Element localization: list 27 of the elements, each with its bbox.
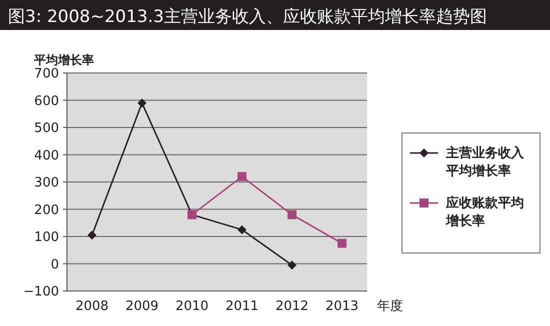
x-tick-label: 2011 [225,299,259,314]
x-tick-label: 2013 [325,299,359,314]
point [238,225,246,234]
point [288,210,296,220]
legend-label: 应收账款平均增长率 [445,195,524,229]
point [338,238,346,248]
y-tick-label: −100 [23,284,59,300]
y-tick-label: 500 [34,121,59,136]
x-tick-label: 2009 [125,299,159,314]
point [238,172,246,182]
y-tick-label: 200 [34,202,59,218]
y-axis-title: 平均增长率 [33,53,94,67]
x-tick-label: 2012 [275,299,309,314]
y-tick-label: 700 [34,66,59,82]
y-tick-label: 100 [34,230,59,245]
y-tick-label: 0 [50,257,59,272]
y-tick-label: 300 [34,176,59,190]
y-tick-label: 600 [34,94,59,109]
legend-label: 主营业务收入平均增长率 [445,145,525,179]
point [288,260,296,270]
x-tick-label: 2010 [175,299,209,314]
point [88,230,96,240]
x-tick-label: 2008 [75,299,109,314]
point [138,98,146,108]
chart-title: 图3: 2008~2013.3主营业务收入、应收账款平均增长率趋势图 [8,7,487,27]
y-tick-label: 400 [34,148,59,164]
x-axis-title: 年度 [377,298,403,314]
